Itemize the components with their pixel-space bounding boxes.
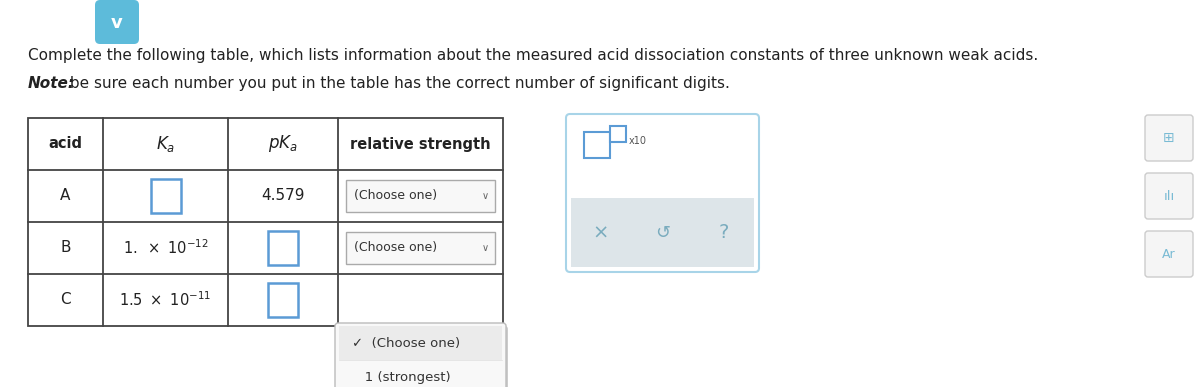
Bar: [268, 231, 298, 265]
FancyBboxPatch shape: [1145, 173, 1193, 219]
FancyBboxPatch shape: [1145, 115, 1193, 161]
FancyBboxPatch shape: [335, 323, 506, 387]
Text: Ar: Ar: [1162, 248, 1176, 260]
Text: ∨: ∨: [481, 191, 488, 201]
Text: ∨: ∨: [481, 243, 488, 253]
Bar: [346, 180, 496, 212]
Text: ⊞: ⊞: [1163, 131, 1175, 145]
Text: $pK_a$: $pK_a$: [268, 134, 298, 154]
FancyBboxPatch shape: [1145, 231, 1193, 277]
Text: B: B: [60, 240, 71, 255]
Text: Complete the following table, which lists information about the measured acid di: Complete the following table, which list…: [28, 48, 1038, 63]
Bar: [150, 179, 180, 213]
FancyBboxPatch shape: [566, 114, 760, 272]
Text: $1.5\ \times\ 10^{-11}$: $1.5\ \times\ 10^{-11}$: [120, 291, 211, 309]
Text: relative strength: relative strength: [350, 137, 491, 151]
Bar: [571, 197, 754, 267]
Text: Note:: Note:: [28, 76, 74, 91]
Text: (Choose one): (Choose one): [354, 241, 437, 255]
Text: $1.\ \times\ 10^{-12}$: $1.\ \times\ 10^{-12}$: [122, 239, 209, 257]
Text: x10: x10: [629, 136, 647, 146]
Text: ×: ×: [593, 223, 610, 242]
FancyBboxPatch shape: [337, 326, 508, 387]
Text: v: v: [112, 14, 122, 32]
Bar: [584, 132, 610, 158]
Text: ↺: ↺: [655, 224, 670, 242]
Bar: [346, 232, 496, 264]
Text: (Choose one): (Choose one): [354, 190, 437, 202]
Text: ?: ?: [719, 223, 730, 242]
Text: ✓  (Choose one): ✓ (Choose one): [352, 337, 460, 349]
Bar: [610, 126, 626, 142]
Text: 1 (strongest): 1 (strongest): [352, 370, 451, 384]
Text: C: C: [60, 293, 71, 308]
Bar: [28, 118, 503, 326]
Bar: [340, 326, 502, 360]
Text: 4.579: 4.579: [262, 188, 305, 204]
FancyBboxPatch shape: [95, 0, 139, 44]
Text: be sure each number you put in the table has the correct number of significant d: be sure each number you put in the table…: [65, 76, 730, 91]
Text: ılı: ılı: [1163, 190, 1175, 202]
Text: $K_a$: $K_a$: [156, 134, 175, 154]
Bar: [268, 283, 298, 317]
Text: A: A: [60, 188, 71, 204]
Text: acid: acid: [48, 137, 83, 151]
